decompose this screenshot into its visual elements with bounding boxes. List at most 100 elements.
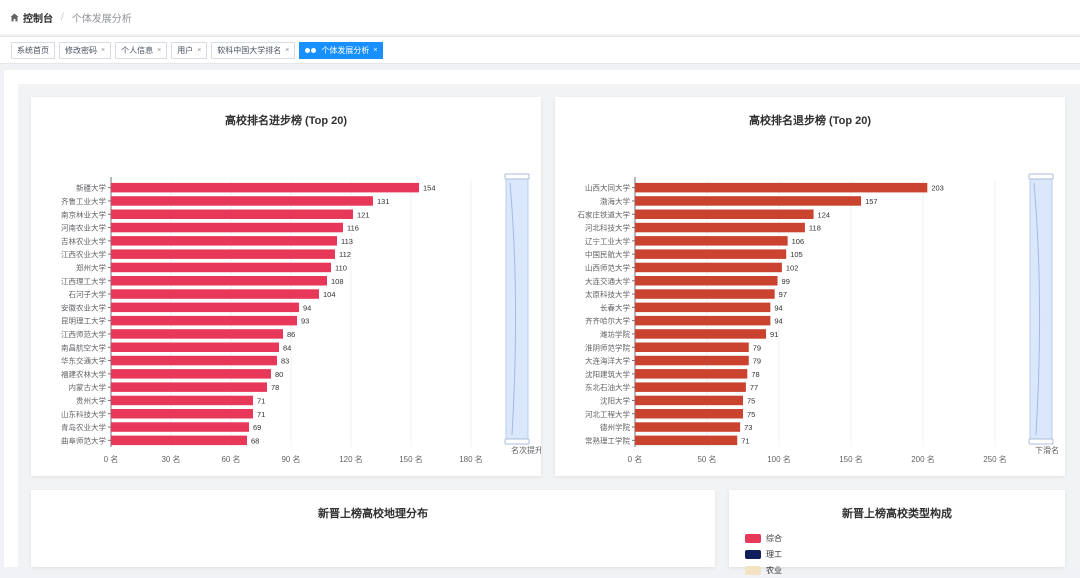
zoom-handle-bottom[interactable] — [504, 438, 530, 445]
type-composition-card: 新晋上榜高校类型构成 综合理工农业 — [729, 490, 1065, 575]
geo-distribution-title: 新晋上榜高校地理分布 — [318, 508, 428, 520]
legend-label: 理工 — [766, 549, 782, 559]
breadcrumb-separator: / — [61, 11, 64, 23]
value-label: 68 — [251, 436, 259, 445]
category-label: 石河子大学 — [69, 289, 107, 299]
value-label: 118 — [809, 224, 821, 233]
bar — [635, 236, 788, 246]
x-tick-label: 200 名 — [911, 454, 935, 464]
category-label: 山东科技大学 — [61, 409, 106, 419]
tag-1[interactable]: 修改密码 × — [59, 41, 112, 59]
category-label: 太原科技大学 — [585, 289, 630, 299]
x-tick-label: 150 名 — [399, 454, 423, 464]
bar — [111, 222, 343, 233]
zoom-handle-top[interactable] — [504, 173, 530, 180]
bar — [635, 262, 782, 273]
zoom-slider-shadow — [509, 182, 517, 436]
value-label: 71 — [257, 410, 265, 419]
close-icon[interactable]: × — [101, 46, 106, 54]
breadcrumb-home[interactable]: 控制台 — [10, 10, 53, 25]
x-tick-label: 150 名 — [839, 454, 863, 464]
x-tick-label: 180 名 — [459, 454, 483, 464]
bar — [635, 382, 746, 392]
bar — [635, 289, 775, 299]
bar — [111, 395, 253, 406]
category-label: 河南农业大学 — [61, 223, 106, 233]
bar — [111, 276, 327, 286]
close-icon[interactable]: × — [157, 46, 162, 54]
category-label: 齐齐哈尔大学 — [585, 316, 630, 326]
value-label: 91 — [770, 330, 778, 339]
bar — [111, 196, 373, 206]
value-label: 94 — [774, 303, 782, 312]
value-label: 112 — [339, 250, 351, 259]
tag-3[interactable]: 用户 × — [171, 41, 208, 59]
type-legend: 综合理工农业 — [745, 530, 782, 578]
category-label: 沈阳大学 — [600, 395, 630, 405]
category-label: 吉林农业大学 — [61, 236, 106, 246]
value-label: 102 — [786, 263, 799, 272]
legend-swatch — [745, 549, 761, 559]
category-label: 淮阴师范学院 — [585, 342, 630, 352]
regress-chart-title: 高校排名退步榜 (Top 20) — [748, 115, 871, 127]
breadcrumb-bar: 控制台 / 个体发展分析 — [0, 0, 1080, 34]
bar — [111, 209, 353, 219]
bar — [635, 395, 743, 406]
category-label: 石家庄铁道大学 — [578, 209, 631, 219]
close-icon[interactable]: × — [373, 46, 378, 54]
zoom-handle-top[interactable] — [1028, 173, 1054, 180]
value-label: 99 — [782, 277, 790, 286]
category-label: 长春大学 — [600, 302, 630, 312]
value-label: 80 — [275, 370, 283, 379]
legend-item[interactable]: 农业 — [745, 562, 782, 578]
value-label: 79 — [753, 343, 761, 352]
bar — [635, 196, 862, 206]
x-tick-label: 0 名 — [628, 454, 643, 464]
bar — [635, 222, 805, 233]
x-tick-label: 120 名 — [339, 454, 363, 464]
legend-label: 农业 — [766, 565, 782, 575]
legend-item[interactable]: 理工 — [745, 546, 782, 562]
type-composition-title: 新晋上榜高校类型构成 — [842, 508, 952, 520]
value-label: 121 — [357, 210, 370, 219]
value-label: 79 — [753, 357, 761, 366]
zoom-slider-track — [1029, 176, 1053, 442]
bar — [111, 182, 419, 193]
value-label: 78 — [271, 383, 279, 392]
value-label: 116 — [347, 224, 359, 233]
category-label: 渤海大学 — [600, 196, 630, 206]
close-icon[interactable]: × — [197, 46, 202, 54]
x-tick-label: 60 名 — [221, 454, 240, 464]
category-label: 辽宁工业大学 — [585, 236, 630, 246]
value-label: 157 — [865, 197, 878, 206]
value-label: 106 — [792, 237, 805, 246]
bar — [111, 329, 283, 339]
tag-5[interactable]: 个体发展分析 × — [299, 41, 384, 59]
tag-0[interactable]: 系统首页 — [11, 41, 55, 59]
value-label: 110 — [335, 263, 347, 272]
category-label: 山西师范大学 — [585, 262, 630, 272]
tag-label: 软科中国大学排名 — [217, 45, 282, 55]
bar — [635, 276, 778, 286]
category-label: 郑州大学 — [76, 262, 106, 272]
category-label: 河北科技大学 — [585, 223, 630, 233]
tag-label: 个体发展分析 — [321, 45, 370, 55]
legend-item[interactable]: 综合 — [745, 530, 782, 546]
tag-4[interactable]: 软科中国大学排名 × — [211, 41, 296, 59]
category-label: 大连海洋大学 — [585, 356, 630, 366]
value-label: 94 — [303, 303, 311, 312]
tag-2[interactable]: 个人信息 × — [115, 41, 168, 59]
category-label: 曲阜师范大学 — [61, 435, 106, 445]
x-tick-label: 50 名 — [697, 454, 716, 464]
category-label: 河北工程大学 — [585, 409, 630, 419]
value-label: 75 — [747, 396, 755, 405]
category-label: 新疆大学 — [76, 183, 106, 193]
category-label: 内蒙古大学 — [69, 382, 107, 392]
zoom-handle-bottom[interactable] — [1028, 438, 1054, 445]
bar — [111, 289, 319, 299]
tag-label: 个人信息 — [121, 45, 154, 55]
home-icon — [10, 12, 19, 21]
geo-distribution-card: 新晋上榜高校地理分布 — [31, 490, 715, 567]
close-icon[interactable]: × — [285, 46, 290, 54]
value-label: 105 — [790, 250, 803, 259]
